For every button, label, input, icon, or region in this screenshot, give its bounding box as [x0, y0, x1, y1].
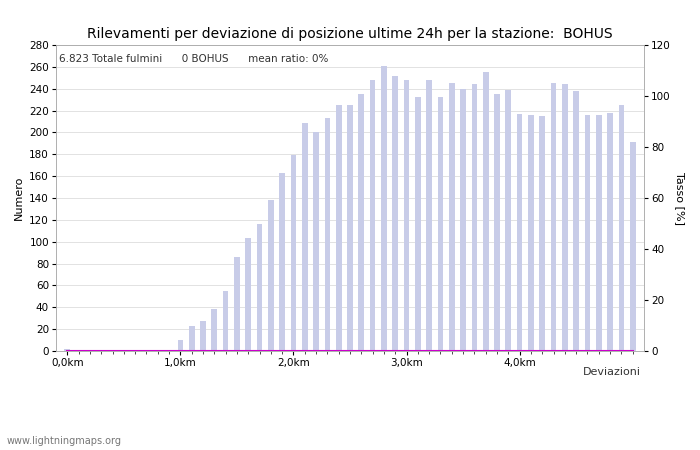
Bar	[517, 114, 522, 351]
Bar	[505, 90, 511, 351]
Bar	[415, 98, 421, 351]
Bar	[144, 350, 149, 351]
Bar	[121, 350, 127, 351]
Bar	[234, 257, 239, 351]
Bar	[167, 350, 172, 351]
Bar	[178, 340, 183, 351]
Bar	[279, 173, 285, 351]
Bar	[314, 132, 319, 351]
Bar	[619, 105, 624, 351]
Bar	[223, 291, 228, 351]
Bar	[257, 224, 262, 351]
Bar	[461, 89, 466, 351]
Bar	[551, 83, 556, 351]
Bar	[404, 80, 410, 351]
Y-axis label: Numero: Numero	[14, 176, 24, 220]
Bar	[358, 94, 364, 351]
Bar	[347, 105, 353, 351]
Bar	[110, 350, 116, 351]
Bar	[200, 321, 206, 351]
Bar	[64, 349, 70, 351]
Bar	[325, 118, 330, 351]
Bar	[381, 66, 386, 351]
Bar	[246, 238, 251, 351]
Bar	[336, 105, 342, 351]
Bar	[290, 155, 296, 351]
Bar	[99, 350, 104, 351]
Bar	[528, 115, 533, 351]
Bar	[449, 83, 454, 351]
Bar	[573, 91, 579, 351]
Text: Deviazioni: Deviazioni	[582, 367, 640, 377]
Bar	[76, 350, 81, 351]
Title: Rilevamenti per deviazione di posizione ultime 24h per la stazione:  BOHUS: Rilevamenti per deviazione di posizione …	[88, 27, 612, 41]
Bar	[268, 200, 274, 351]
Bar	[438, 98, 443, 351]
Bar	[211, 310, 217, 351]
Bar	[483, 72, 489, 351]
Bar	[189, 326, 195, 351]
Bar	[584, 115, 590, 351]
Bar	[562, 84, 568, 351]
Bar	[494, 94, 500, 351]
Text: 6.823 Totale fulmini      0 BOHUS      mean ratio: 0%: 6.823 Totale fulmini 0 BOHUS mean ratio:…	[59, 54, 328, 64]
Bar	[132, 350, 138, 351]
Text: www.lightningmaps.org: www.lightningmaps.org	[7, 436, 122, 446]
Y-axis label: Tasso [%]: Tasso [%]	[675, 171, 685, 225]
Bar	[370, 80, 375, 351]
Bar	[87, 350, 92, 351]
Bar	[393, 76, 398, 351]
Bar	[540, 116, 545, 351]
Bar	[155, 350, 160, 351]
Bar	[596, 115, 601, 351]
Bar	[426, 80, 432, 351]
Bar	[472, 84, 477, 351]
Bar	[630, 142, 636, 351]
Bar	[608, 113, 613, 351]
Bar	[302, 122, 307, 351]
